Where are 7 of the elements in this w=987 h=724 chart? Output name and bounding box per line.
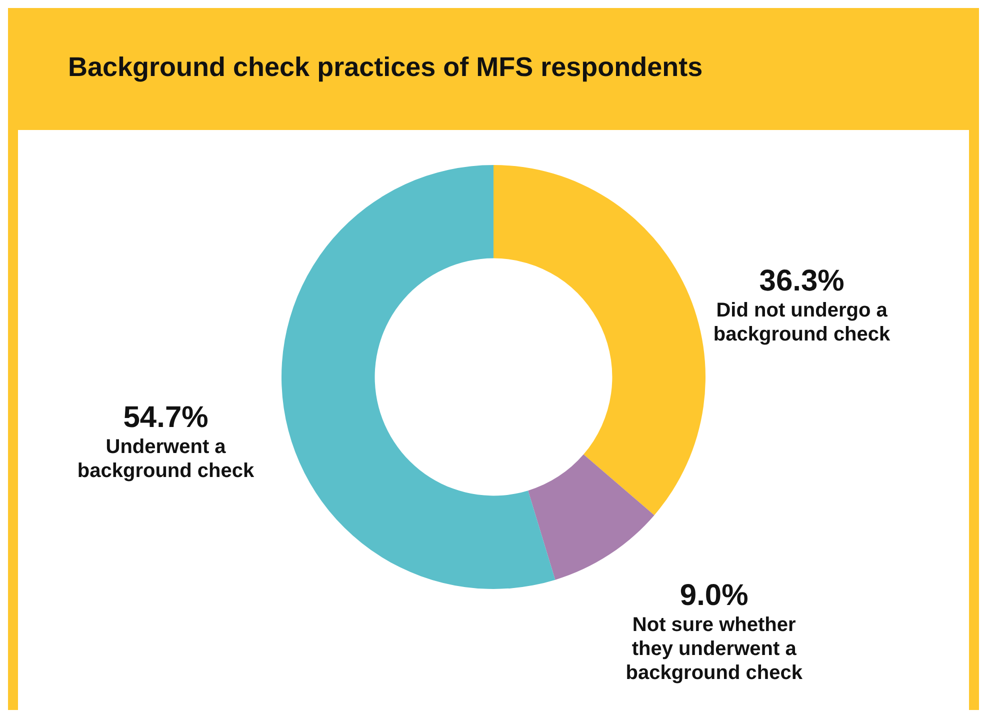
chart-title: Background check practices of MFS respondents — [68, 52, 703, 82]
slice-label: Not sure whether they underwent a background check — [626, 614, 804, 684]
slice-label: Underwent a background check — [77, 436, 256, 482]
slice-label: Did not undergo a background check — [713, 300, 892, 346]
data-label: 54.7% — [123, 400, 208, 434]
data-label: 36.3% — [759, 264, 844, 298]
data-label: 9.0% — [680, 578, 748, 612]
